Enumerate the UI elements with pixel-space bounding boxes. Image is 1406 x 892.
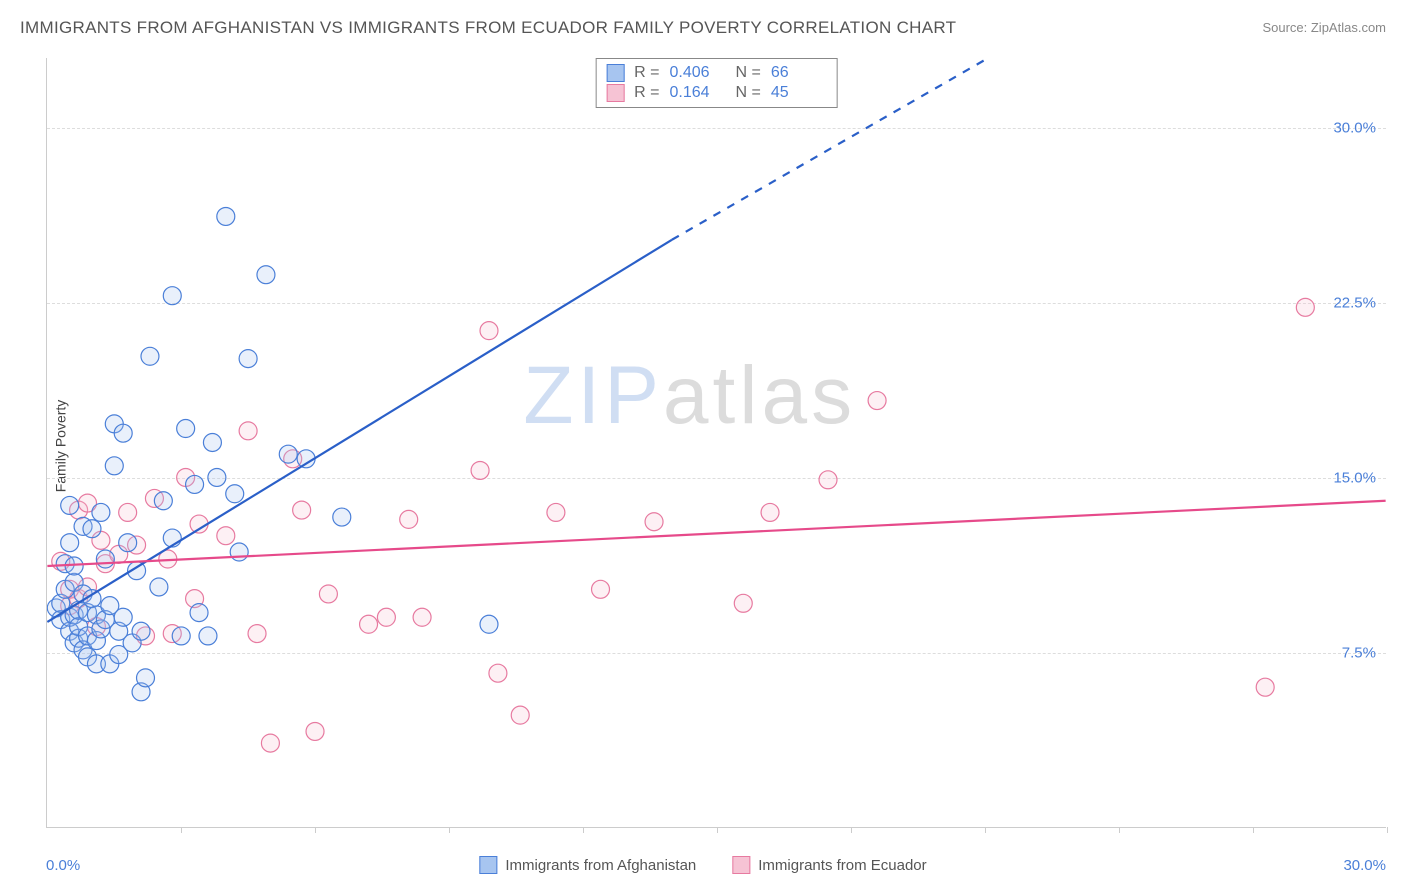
legend-label-ecuador: Immigrants from Ecuador [758, 857, 926, 874]
n-value-afghanistan: 66 [771, 64, 827, 82]
r-label: R = [634, 84, 659, 102]
x-tick [1253, 827, 1254, 833]
n-label: N = [736, 84, 761, 102]
swatch-afghanistan [606, 64, 624, 82]
legend-swatch-ecuador [732, 856, 750, 874]
legend-label-afghanistan: Immigrants from Afghanistan [505, 857, 696, 874]
series-legend: Immigrants from Afghanistan Immigrants f… [479, 856, 926, 874]
legend-swatch-afghanistan [479, 856, 497, 874]
swatch-ecuador [606, 84, 624, 102]
x-tick [1387, 827, 1388, 833]
x-tick [1119, 827, 1120, 833]
x-tick [583, 827, 584, 833]
r-value-afghanistan: 0.406 [670, 64, 726, 82]
source-attribution: Source: ZipAtlas.com [1262, 20, 1386, 35]
x-tick [181, 827, 182, 833]
x-tick [851, 827, 852, 833]
correlation-row-ecuador: R = 0.164 N = 45 [606, 83, 827, 103]
x-tick [449, 827, 450, 833]
n-label: N = [736, 64, 761, 82]
x-axis-min-label: 0.0% [46, 857, 80, 874]
chart-svg [47, 58, 1386, 827]
legend-item-ecuador: Immigrants from Ecuador [732, 856, 926, 874]
n-value-ecuador: 45 [771, 84, 827, 102]
x-axis-max-label: 30.0% [1343, 857, 1386, 874]
x-tick [315, 827, 316, 833]
legend-item-afghanistan: Immigrants from Afghanistan [479, 856, 696, 874]
x-tick [717, 827, 718, 833]
x-tick [985, 827, 986, 833]
r-value-ecuador: 0.164 [670, 84, 726, 102]
chart-title: IMMIGRANTS FROM AFGHANISTAN VS IMMIGRANT… [20, 18, 956, 38]
plot-area: ZIPatlas R = 0.406 N = 66 R = 0.164 N = … [46, 58, 1386, 828]
r-label: R = [634, 64, 659, 82]
correlation-row-afghanistan: R = 0.406 N = 66 [606, 63, 827, 83]
correlation-legend: R = 0.406 N = 66 R = 0.164 N = 45 [595, 58, 838, 108]
